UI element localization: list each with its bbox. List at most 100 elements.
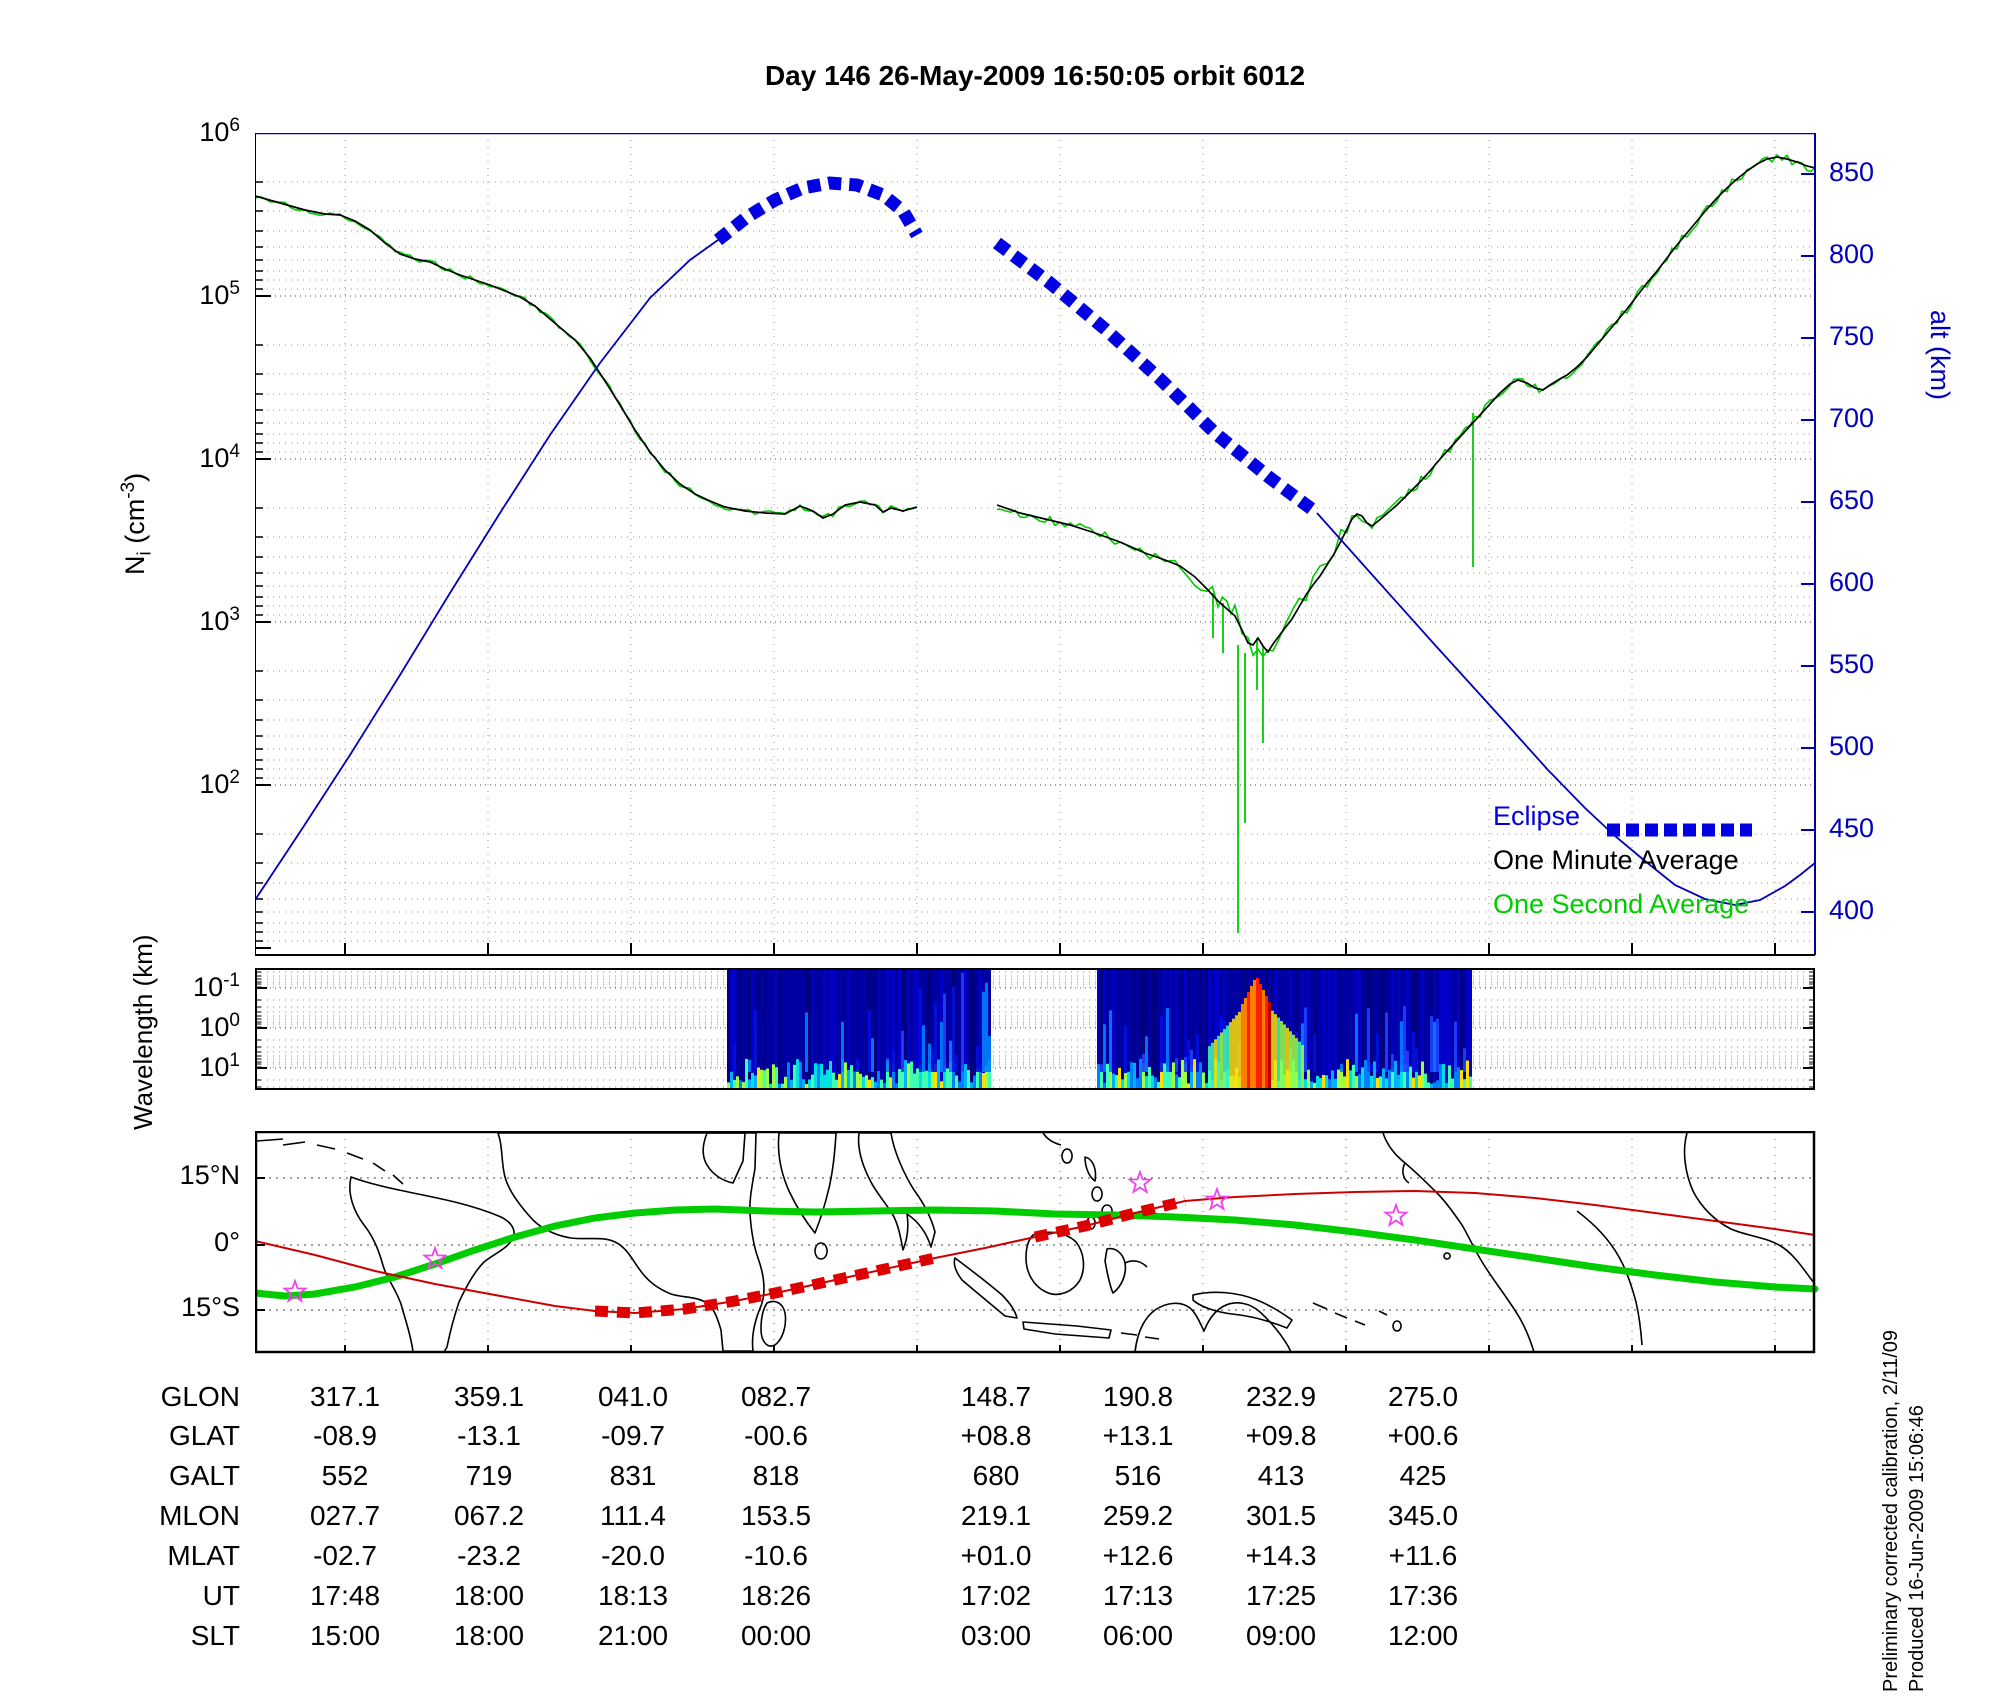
coastline (702, 1132, 746, 1184)
coastline (1022, 1321, 1160, 1340)
table-row-label-mlat: MLAT (167, 1540, 240, 1571)
table-cell-mlon-4: 219.1 (960, 1500, 1032, 1531)
eclipse-arc-2 (993, 237, 1321, 519)
coastline (1312, 1302, 1402, 1332)
table-cell-ut-7: 17:36 (1387, 1580, 1459, 1611)
one-minute-average-line-left (255, 195, 918, 519)
table-cell-slt-4: 03:00 (960, 1620, 1032, 1651)
coastline (1683, 1132, 1816, 1285)
coastline (349, 1176, 515, 1353)
table-cell-ut-4: 17:02 (960, 1580, 1032, 1611)
table-cell-mlat-0: -02.7 (313, 1540, 377, 1571)
table-cell-slt-1: 18:00 (453, 1620, 525, 1651)
alt-tick-label: 850 (1829, 157, 1875, 187)
table-cell-slt-5: 06:00 (1102, 1620, 1174, 1651)
ni-tick-label: 102 (199, 767, 240, 799)
wavelength-tick-label: 101 (199, 1050, 240, 1082)
one-minute-average-line-right (996, 156, 1816, 654)
one-second-average-line-left (255, 195, 918, 518)
ni-tick-label: 106 (199, 115, 240, 147)
legend-one-minute: One Minute Average (1493, 845, 1739, 875)
table-cell-glat-7: +00.6 (1387, 1420, 1459, 1451)
star-marker (281, 1278, 309, 1304)
produced-note-line1: Preliminary corrected calibration, 2/11/… (1880, 1329, 1902, 1692)
eclipse-ground-segment (1033, 1195, 1187, 1243)
alt-tick-label: 700 (1829, 403, 1875, 433)
table-cell-galt-0: 552 (321, 1460, 369, 1491)
table-cell-ut-5: 17:13 (1102, 1580, 1174, 1611)
table-cell-mlon-2: 111.4 (600, 1500, 666, 1531)
table-cell-mlat-7: +11.6 (1388, 1540, 1458, 1571)
map-lat-label: 0° (214, 1227, 240, 1257)
coastline (497, 1132, 765, 1352)
coastline (1576, 1210, 1643, 1346)
table-cell-glat-2: -09.7 (601, 1420, 665, 1451)
map-lat-label: 15°S (181, 1292, 240, 1322)
table-cell-glat-4: +08.8 (960, 1420, 1032, 1451)
ni-tick-label: 105 (199, 278, 240, 310)
table-cell-ut-0: 17:48 (309, 1580, 381, 1611)
table-cell-glon-0: 317.1 (309, 1381, 381, 1412)
table-cell-galt-3: 818 (752, 1460, 800, 1491)
table-cell-galt-4: 680 (972, 1460, 1020, 1491)
table-cell-mlon-3: 153.5 (740, 1500, 812, 1531)
spectrogram-panel (255, 968, 1815, 1090)
alt-tick-label: 550 (1829, 649, 1875, 679)
ground-track-map (255, 1131, 1819, 1354)
table-cell-mlon-1: 067.2 (453, 1500, 525, 1531)
table-row-label-glat: GLAT (168, 1420, 240, 1451)
table-cell-glon-1: 359.1 (453, 1381, 525, 1412)
legend-one-second: One Second Average (1493, 889, 1749, 919)
eclipse-ground-segment (594, 1252, 937, 1319)
table-row-label-glon: GLON (160, 1381, 240, 1412)
table-cell-slt-6: 09:00 (1245, 1620, 1317, 1651)
altitude-line-1 (255, 239, 719, 901)
table-cell-slt-3: 00:00 (740, 1620, 812, 1651)
coastline (760, 1300, 787, 1347)
alt-axis-label: alt (km) (1925, 310, 1955, 400)
table-cell-glon-4: 148.7 (960, 1381, 1032, 1412)
table-row-label-ut: UT (202, 1580, 240, 1611)
table-cell-glat-6: +09.8 (1245, 1420, 1317, 1451)
ni-tick-label: 104 (199, 441, 240, 473)
table-cell-mlat-5: +12.6 (1102, 1540, 1174, 1571)
table-cell-ut-2: 18:13 (597, 1580, 669, 1611)
table-cell-mlat-3: -10.6 (744, 1540, 808, 1571)
produced-note: Preliminary corrected calibration, 2/11/… (1878, 1246, 1930, 1692)
coastline (1025, 1231, 1085, 1296)
coastline (857, 1132, 936, 1251)
table-cell-mlat-6: +14.3 (1245, 1540, 1317, 1571)
star-marker (1382, 1202, 1410, 1228)
coastline (256, 1138, 404, 1185)
table-cell-mlon-7: 345.0 (1387, 1500, 1459, 1531)
table-cell-glat-0: -08.9 (313, 1420, 377, 1451)
coastline (777, 1132, 837, 1260)
produced-note-line2: Produced 16-Jun-2009 15:06:46 (1906, 1405, 1928, 1692)
table-cell-galt-5: 516 (1114, 1460, 1162, 1491)
density-altitude-panel: Eclipse One Minute Average One Second Aver… (255, 133, 1816, 956)
table-cell-galt-7: 425 (1399, 1460, 1447, 1491)
table-cell-glat-5: +13.1 (1102, 1420, 1174, 1451)
alt-tick-label: 600 (1829, 567, 1875, 597)
coastline (953, 1257, 1018, 1319)
map-lat-label: 15°N (179, 1160, 240, 1190)
star-marker (421, 1245, 449, 1271)
magnetic-equator-line (255, 1189, 1816, 1315)
table-cell-mlat-4: +01.0 (960, 1540, 1032, 1571)
table-cell-glon-5: 190.8 (1102, 1381, 1174, 1412)
wavelength-tick-label: 100 (199, 1010, 240, 1042)
coastline (1084, 1156, 1113, 1230)
table-cell-glon-2: 041.0 (597, 1381, 669, 1412)
altitude-line-2 (1316, 512, 1816, 906)
one-second-average-line-right (996, 153, 1816, 658)
table-row-label-galt: GALT (168, 1460, 240, 1491)
alt-tick-label: 750 (1829, 321, 1875, 351)
table-row-label-mlon: MLON (159, 1500, 240, 1531)
table-cell-glon-3: 082.7 (740, 1381, 812, 1412)
table-cell-glat-1: -13.1 (457, 1420, 521, 1451)
alt-tick-label: 400 (1829, 895, 1875, 925)
alt-tick-label: 500 (1829, 731, 1875, 761)
table-cell-mlat-2: -20.0 (601, 1540, 665, 1571)
page-title: Day 146 26-May-2009 16:50:05 orbit 6012 (764, 60, 1306, 91)
